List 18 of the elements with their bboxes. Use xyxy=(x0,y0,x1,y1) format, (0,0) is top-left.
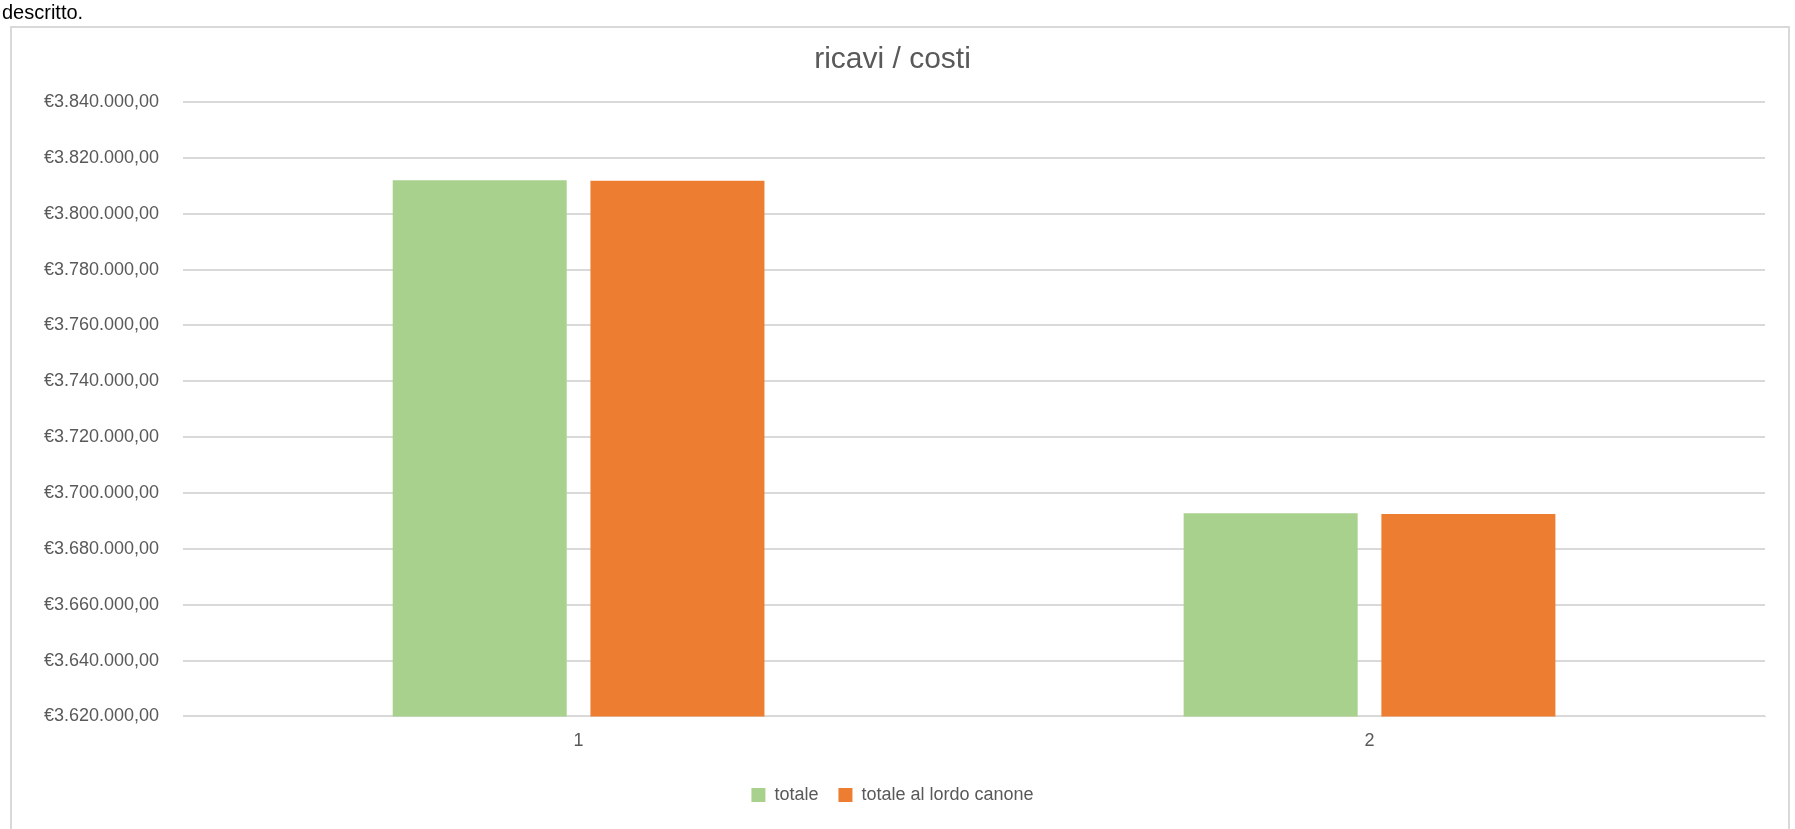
text: descritto. xyxy=(2,0,84,24)
y-tick-label: €3.840.000,00 xyxy=(43,90,160,111)
legend-label: totale xyxy=(774,783,819,804)
y-tick-label: €3.620.000,00 xyxy=(43,705,160,726)
y-tick-label: €3.820.000,00 xyxy=(43,146,160,167)
y-tick-label: €3.640.000,00 xyxy=(43,649,160,670)
legend-label: totale al lordo canone xyxy=(861,783,1034,804)
chart-title: ricavi / costi xyxy=(814,41,971,75)
y-tick-label: €3.720.000,00 xyxy=(43,426,160,447)
y-tick-label: €3.780.000,00 xyxy=(43,258,160,279)
y-tick-label: €3.760.000,00 xyxy=(43,314,160,335)
y-tick-label: €3.740.000,00 xyxy=(43,370,160,391)
x-tick-label: 2 xyxy=(1364,730,1375,751)
y-tick-label: €3.800.000,00 xyxy=(43,202,160,223)
x-tick-label: 1 xyxy=(573,730,584,751)
y-tick-label: €3.680.000,00 xyxy=(43,537,160,558)
y-tick-label: €3.660.000,00 xyxy=(43,593,160,614)
y-tick-label: €3.700.000,00 xyxy=(43,481,160,502)
